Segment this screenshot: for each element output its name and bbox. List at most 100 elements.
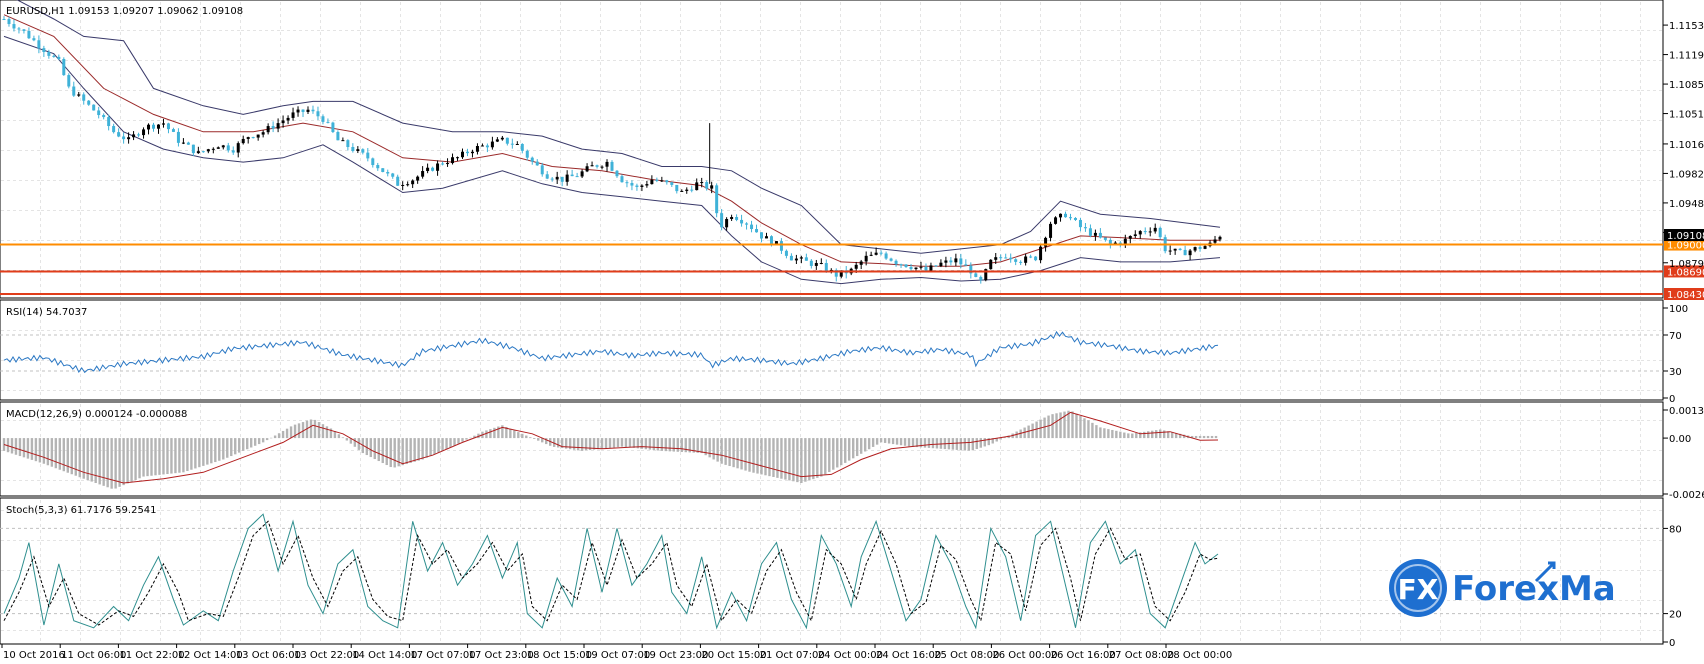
macd-bar [931,438,935,449]
macd-bar [780,438,783,479]
macd-bar [927,438,931,448]
ma-line [3,14,1220,267]
candle-body [301,109,305,112]
macd-bar [688,438,691,453]
macd-bar [154,438,157,476]
candle-body [555,176,559,180]
candle-body [421,171,425,177]
stoch-tick-label: 0 [1669,638,1675,649]
macd-bar [576,438,580,451]
candle-body [1133,234,1137,236]
macd-bar [138,438,141,479]
macd-bar [991,438,994,444]
candle-body [595,165,599,167]
rsi-tick-label: 100 [1669,304,1688,315]
price-levels[interactable]: 1.09000 1.08690 1.08430 [0,238,1704,301]
candle-body [296,109,300,113]
macd-bar [1127,433,1130,439]
candle-body [480,145,484,147]
macd-bar [409,438,412,463]
time-tick-label: 20 Oct 15:00 [701,650,766,661]
macd-bar [433,438,436,455]
macd-bar [1091,422,1094,439]
candle-body [490,141,494,148]
logo-circle [1389,559,1447,617]
candle-body [680,190,684,192]
macd-bar [325,426,329,439]
macd-bar [198,438,201,468]
macd-bar [545,438,548,445]
time-tick-label: 12 Oct 14:00 [178,650,243,661]
price-level-tag [1664,238,1704,251]
price-level-label: 1.08430 [1667,290,1704,301]
candle-body [750,224,754,230]
rsi-panel[interactable]: RSI(14) 54.7037 100 70 30 0 [0,299,1688,405]
current-price-label: 1.09108 [1667,231,1704,242]
macd-bar [588,438,592,451]
macd-bar [812,438,815,480]
candle-body [695,182,699,191]
candle-body [964,264,968,266]
macd-bar [142,438,145,477]
candle-body [715,185,719,214]
candle-body [92,104,96,111]
candle-body [406,184,410,186]
macd-panel[interactable]: MACD(12,26,9) 0.000124 -0.000088 0.00131… [0,401,1704,501]
stoch-tick-label: 80 [1669,524,1682,535]
candle-body [281,120,285,124]
macd-bar [513,430,516,439]
macd-bar [317,422,321,439]
macd-bar [497,426,500,439]
candle-body [112,126,116,133]
macd-bar [1075,413,1078,439]
macd-bar [421,438,424,460]
macd-bar [393,438,396,468]
macd-bar [1131,433,1134,439]
macd-bar [1035,421,1038,439]
macd-bar [572,438,576,450]
candle-body [949,260,953,263]
macd-bar [118,438,121,487]
macd-bar [26,438,30,459]
candle-body [565,174,569,182]
candle-body [884,253,888,259]
macd-bar [596,438,600,450]
macd-bar [1103,428,1106,439]
candle-body [1188,250,1192,256]
time-tick-label: 17 Oct 23:00 [469,650,534,661]
candle-body [899,264,903,266]
macd-bar [238,438,241,453]
candle-body [979,276,983,281]
candle-body [774,241,778,246]
macd-bar [234,438,237,455]
candle-body [336,132,340,141]
candle-body [505,137,509,144]
macd-bar [760,438,763,475]
macd-bar [668,438,672,452]
macd-bar [425,438,428,458]
macd-bar [110,438,113,489]
candle-body [256,134,260,138]
candle-body [1098,232,1102,238]
candle-body [376,165,380,169]
rsi-tick-label: 70 [1669,331,1682,342]
candle-body [396,176,400,186]
macd-bar [122,438,125,486]
stoch-panel[interactable]: Stoch(5,3,3) 61.7176 59.2541 80 20 0 [0,497,1682,649]
macd-bar [652,438,656,451]
macd-bar [405,438,408,465]
candle-body [276,123,280,129]
macd-bar [449,438,452,448]
candle-body [735,217,739,220]
macd-bar [1166,431,1170,439]
candle-body [839,270,843,277]
macd-bar [1214,435,1218,439]
macd-bar [401,438,404,466]
price-panel[interactable]: 1.09000 1.08690 1.08430 EURUSD,H1 1.09153 … [0,0,1704,301]
candle-body [959,258,963,265]
rsi-axis: 100 70 30 0 [1663,304,1688,405]
macd-bar [381,438,384,464]
macd-bar [640,438,644,449]
